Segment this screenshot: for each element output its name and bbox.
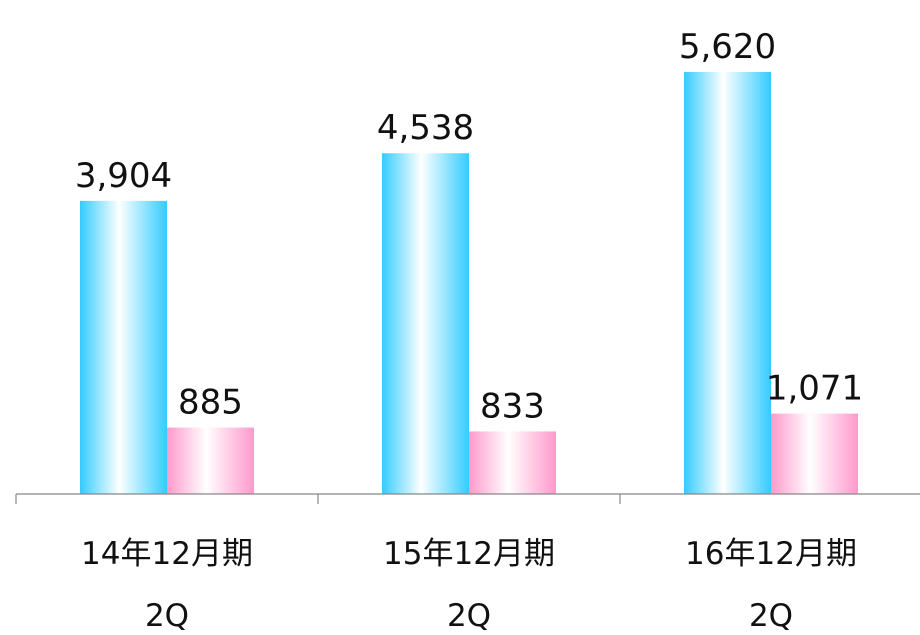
- category-tick-label: 2Q: [447, 598, 491, 634]
- category-tick-label: 14年12月期: [81, 536, 253, 572]
- data-label: 3,904: [75, 156, 172, 196]
- category-tick-label: 16年12月期: [685, 536, 857, 572]
- bar-series-2-bar: [771, 413, 858, 494]
- data-label: 833: [480, 386, 545, 426]
- bar-series-2-bar: [469, 431, 556, 494]
- bar-series-2-bar: [167, 427, 254, 494]
- bar-series-1-bar: [80, 200, 167, 495]
- bar-series-1-bar: [684, 72, 771, 494]
- bar-series-1-bar: [382, 153, 469, 494]
- category-tick-label: 15年12月期: [383, 536, 555, 572]
- category-tick-label: 2Q: [749, 598, 793, 634]
- data-label: 1,071: [766, 369, 863, 409]
- data-label: 885: [178, 383, 243, 423]
- data-label: 4,538: [377, 108, 474, 148]
- category-tick-label: 2Q: [145, 598, 189, 634]
- data-label: 5,620: [679, 27, 776, 67]
